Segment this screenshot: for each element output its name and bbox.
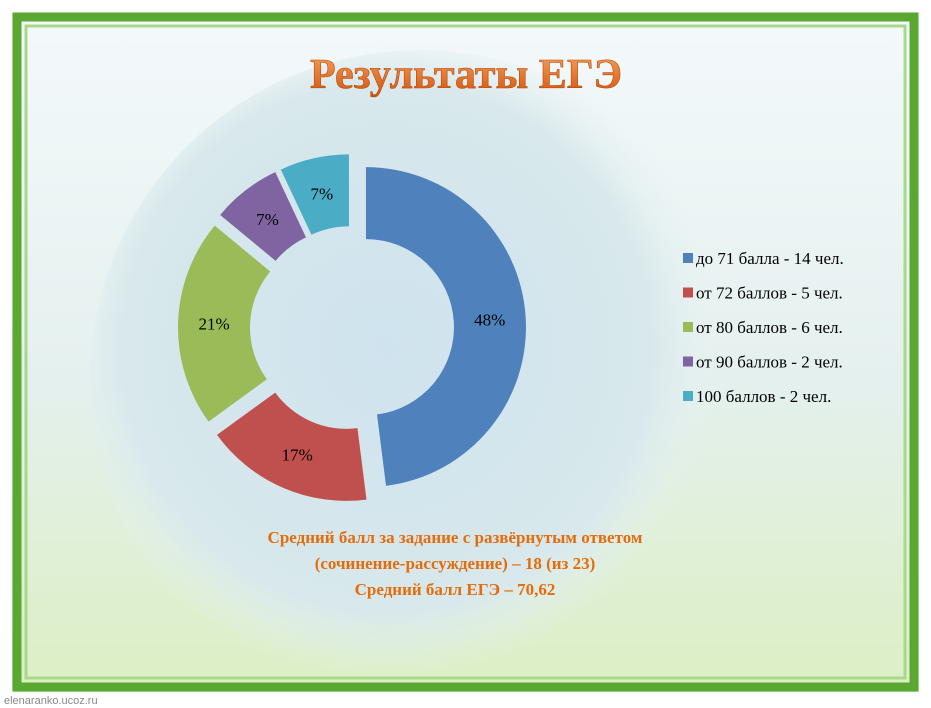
- caption-line: Средний балл ЕГЭ – 70,62: [355, 580, 556, 599]
- legend-swatch: [683, 357, 693, 367]
- legend-swatch: [683, 288, 693, 298]
- legend-swatch: [683, 391, 693, 401]
- legend-label: от 80 баллов - 6 чел.: [696, 318, 843, 337]
- caption-line: (сочинение-рассуждение) – 18 (из 23): [315, 554, 596, 573]
- slide: Результаты ЕГЭ 48% 17% 21% 7% 7% до 71 балла…: [0, 0, 931, 708]
- data-label: 48%: [474, 310, 505, 329]
- watermark: elenaranko.ucoz.ru: [4, 695, 98, 707]
- data-label: 21%: [198, 315, 229, 334]
- data-label: 7%: [311, 184, 334, 203]
- title: Результаты ЕГЭ: [310, 52, 622, 98]
- legend-swatch: [683, 322, 693, 332]
- legend-swatch: [683, 253, 693, 263]
- legend-label: до 71 балла - 14 чел.: [696, 249, 844, 268]
- legend-label: от 90 баллов - 2 чел.: [696, 353, 843, 372]
- data-label: 17%: [282, 446, 313, 465]
- data-label: 7%: [256, 210, 279, 229]
- legend-label: 100 баллов - 2 чел.: [696, 387, 831, 406]
- legend-label: от 72 баллов - 5 чел.: [696, 284, 843, 303]
- caption-line: Средний балл за задание с развёрнутым от…: [268, 528, 643, 547]
